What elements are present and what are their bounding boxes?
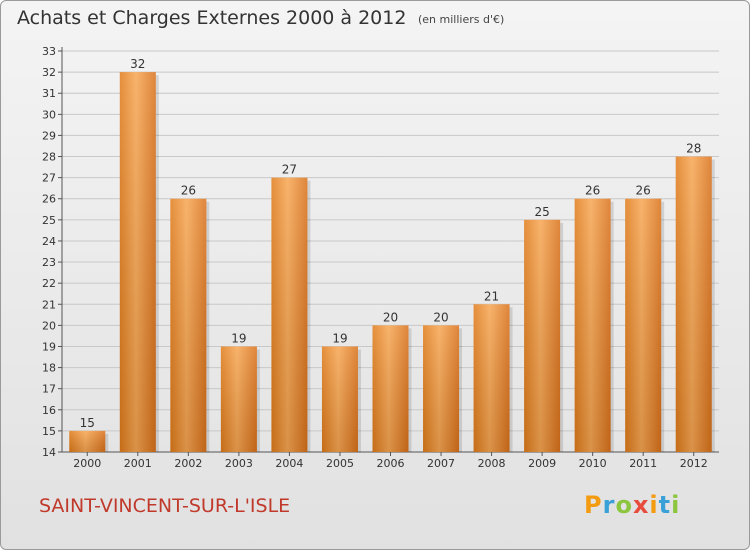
data-label-2008: 21 [484,289,499,303]
y-tick-label: 17 [42,383,56,396]
data-label-2002: 26 [181,184,196,198]
x-tick-label-2001: 2001 [124,457,152,470]
y-tick-label: 24 [42,235,56,248]
bar-shade [524,219,561,452]
x-tick-label-2012: 2012 [680,457,708,470]
chart-title: Achats et Charges Externes 2000 à 2012 [17,7,407,29]
data-label-2004: 27 [282,163,297,177]
data-label-2009: 25 [534,205,549,219]
x-tick-label-2010: 2010 [579,457,607,470]
y-tick-label: 19 [42,340,56,353]
proxiti-logo: Proxiti [584,491,680,519]
bar-shade [574,198,611,452]
y-tick-label: 14 [42,446,56,459]
y-tick-label: 18 [42,362,56,375]
logo-letter: x [632,491,650,519]
y-tick-label: 25 [42,214,56,227]
logo-letter: P [584,491,603,519]
logo-letter: t [658,491,672,519]
y-tick-label: 22 [42,277,56,290]
x-tick-label-2006: 2006 [377,457,405,470]
bar-shade [372,325,409,452]
y-tick-label: 32 [42,66,56,79]
bar-shade [119,72,156,453]
data-label-2005: 19 [332,331,347,345]
bar-shade [69,430,106,452]
y-tick-label: 23 [42,256,56,269]
bar-shade [625,198,662,452]
y-tick-label: 20 [42,319,56,332]
y-tick-label: 15 [42,425,56,438]
data-label-2012: 28 [686,142,701,156]
unit-label: (en milliers d'€) [418,13,505,26]
data-label-2007: 20 [433,310,448,324]
labels: 14 15 16 17 18 19 20 21 22 23 24 25 26 27 28 29 30 31 32 33… [42,45,708,470]
y-tick-label: 21 [42,298,56,311]
y-tick-label: 16 [42,404,56,417]
data-label-2006: 20 [383,310,398,324]
logo-letter: i [671,491,681,519]
y-tick-label: 29 [42,129,56,142]
bar-shade [675,156,712,453]
y-tick-label: 31 [42,87,56,100]
x-tick-label-2003: 2003 [225,457,253,470]
bar-shade [271,177,308,452]
y-tick-label: 27 [42,172,56,185]
x-tick-label-2000: 2000 [73,457,101,470]
y-tick-label: 26 [42,193,56,206]
logo-letter: i [649,491,659,519]
commune-name: SAINT-VINCENT-SUR-L'ISLE [39,495,291,517]
bar-shade [170,198,207,452]
y-tick-label: 33 [42,45,56,58]
x-tick-label-2005: 2005 [326,457,354,470]
logo-letter: o [615,491,633,519]
y-tick-label: 30 [42,108,56,121]
data-label-2000: 15 [80,416,95,430]
bars [69,72,715,453]
bar-shade [220,346,257,452]
x-tick-label-2007: 2007 [427,457,455,470]
logo-letter: r [602,491,616,519]
x-tick-label-2008: 2008 [478,457,506,470]
x-tick-label-2009: 2009 [528,457,556,470]
data-label-2001: 32 [130,57,145,71]
bar-shade [473,304,510,452]
x-tick-label-2004: 2004 [275,457,303,470]
x-tick-label-2011: 2011 [629,457,657,470]
data-label-2003: 19 [231,331,246,345]
x-tick-label-2002: 2002 [174,457,202,470]
bar-shade [423,325,460,452]
bar-shade [321,346,358,452]
data-label-2010: 26 [585,184,600,198]
data-label-2011: 26 [636,184,651,198]
y-tick-label: 28 [42,151,56,164]
